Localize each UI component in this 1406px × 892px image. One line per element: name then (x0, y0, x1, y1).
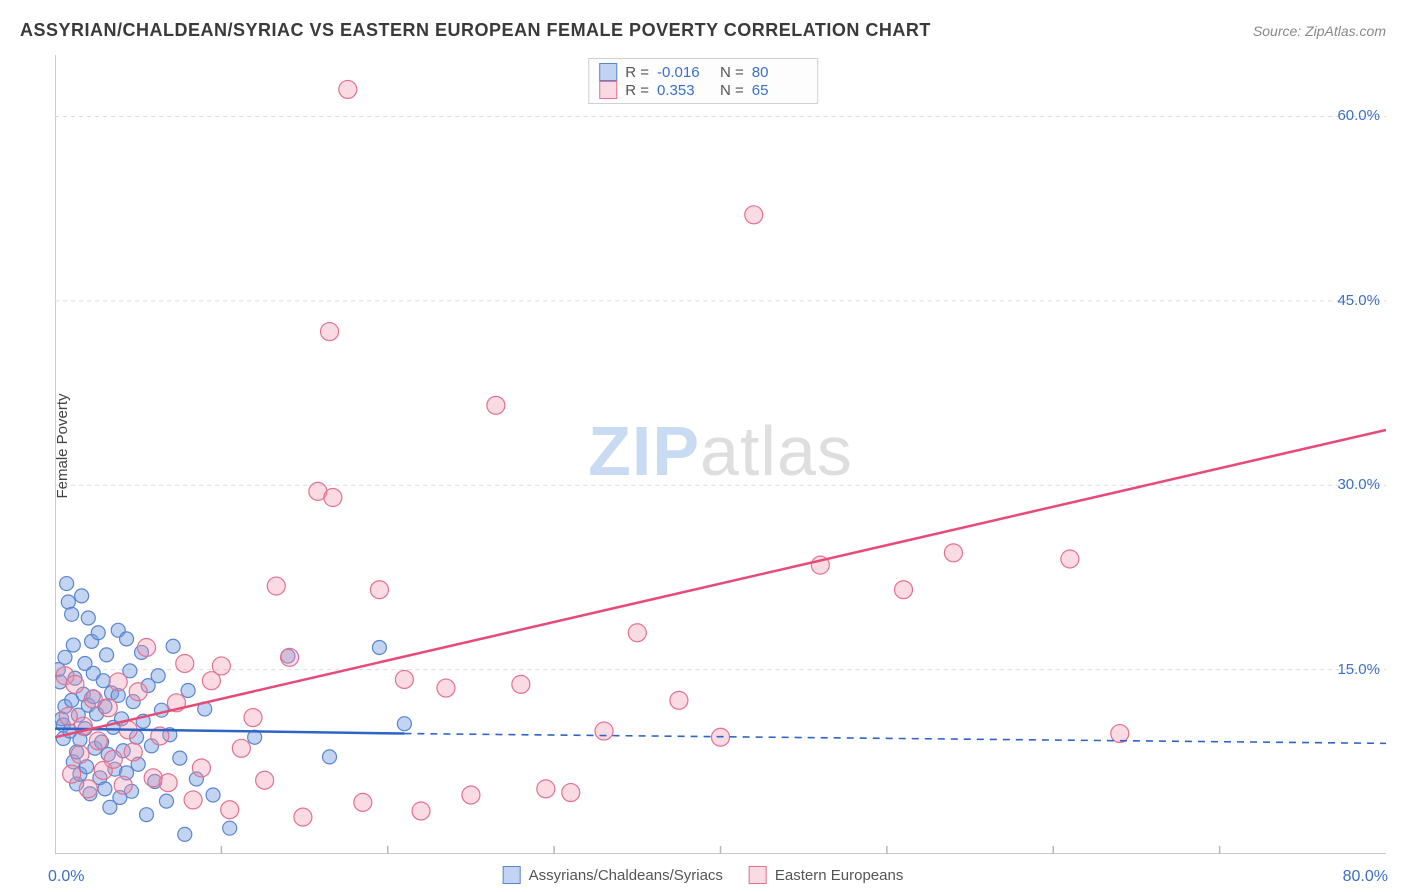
y-tick-label: 45.0% (1337, 292, 1380, 309)
legend-label-1: Eastern Europeans (775, 867, 903, 884)
stats-swatch-1 (599, 81, 617, 99)
legend-item-1: Eastern Europeans (749, 866, 903, 884)
source-prefix: Source: (1253, 23, 1305, 39)
source-attribution: Source: ZipAtlas.com (1253, 23, 1386, 39)
chart-title: ASSYRIAN/CHALDEAN/SYRIAC VS EASTERN EURO… (20, 20, 931, 41)
legend-swatch-1 (749, 866, 767, 884)
legend-item-0: Assyrians/Chaldeans/Syriacs (503, 866, 723, 884)
y-tick-label: 30.0% (1337, 476, 1380, 493)
legend-label-0: Assyrians/Chaldeans/Syriacs (529, 867, 723, 884)
x-max-label: 80.0% (1343, 868, 1388, 886)
stats-row-1: R = 0.353 N = 65 (599, 81, 807, 99)
stats-row-0: R = -0.016 N = 80 (599, 63, 807, 81)
stats-n-label-1: N = (720, 82, 744, 99)
stats-n-label-0: N = (720, 64, 744, 81)
plot-area: ZIPatlas (55, 55, 1386, 854)
stats-swatch-0 (599, 63, 617, 81)
y-tick-label: 60.0% (1337, 107, 1380, 124)
stats-n-value-0: 80 (752, 64, 807, 81)
stats-r-label-1: R = (625, 82, 649, 99)
scatter-chart-svg (55, 55, 1386, 854)
stats-r-value-0: -0.016 (657, 64, 712, 81)
bottom-legend: Assyrians/Chaldeans/Syriacs Eastern Euro… (503, 866, 904, 884)
stats-r-label-0: R = (625, 64, 649, 81)
stats-r-value-1: 0.353 (657, 82, 712, 99)
stats-n-value-1: 65 (752, 82, 807, 99)
stats-legend-box: R = -0.016 N = 80 R = 0.353 N = 65 (588, 58, 818, 104)
y-tick-label: 15.0% (1337, 661, 1380, 678)
source-name: ZipAtlas.com (1305, 23, 1386, 39)
legend-swatch-0 (503, 866, 521, 884)
x-origin-label: 0.0% (48, 868, 84, 886)
